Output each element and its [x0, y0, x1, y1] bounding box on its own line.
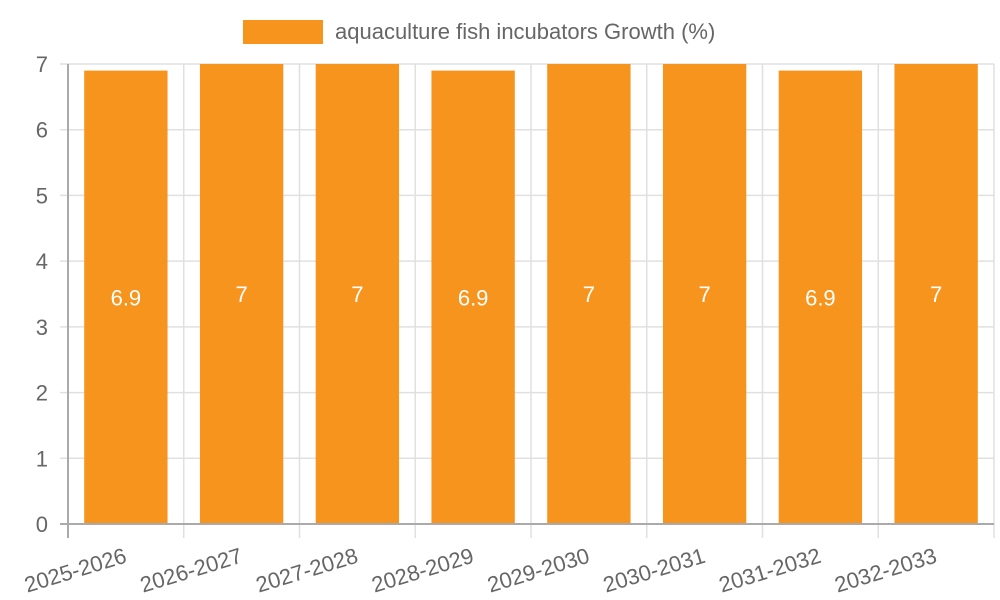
y-tick-label: 7 [36, 52, 48, 77]
y-tick-label: 3 [36, 315, 48, 340]
x-tick-label: 2032-2033 [832, 543, 940, 598]
bar[interactable] [315, 64, 400, 524]
y-tick-label: 0 [36, 512, 48, 537]
x-tick-label: 2026-2027 [137, 543, 245, 598]
bar[interactable] [778, 70, 863, 525]
bar[interactable] [431, 70, 515, 525]
bars [84, 64, 978, 525]
x-tick-label: 2027-2028 [253, 543, 361, 598]
x-tick-label: 2031-2032 [716, 543, 824, 598]
y-tick-label: 2 [36, 381, 48, 406]
bar-value-label: 6.9 [805, 285, 836, 310]
bar[interactable] [84, 70, 168, 525]
bar[interactable] [199, 64, 284, 524]
chart-legend[interactable]: aquaculture fish incubators Growth (%) [243, 19, 715, 45]
bar[interactable] [894, 64, 978, 524]
bar-value-label: 6.9 [458, 285, 489, 310]
y-tick-label: 1 [36, 446, 48, 471]
bar-value-label: 7 [583, 282, 595, 307]
y-tick-label: 4 [36, 249, 48, 274]
bar-value-label: 6.9 [111, 285, 142, 310]
legend-swatch [243, 20, 323, 44]
bar[interactable] [662, 64, 747, 524]
bar-value-label: 7 [236, 282, 248, 307]
legend-label: aquaculture fish incubators Growth (%) [335, 19, 716, 44]
bar-value-label: 7 [699, 282, 711, 307]
x-tick-label: 2029-2030 [484, 543, 592, 598]
x-tick-label: 2030-2031 [600, 543, 708, 598]
bar-value-label: 7 [351, 282, 363, 307]
x-tick-label: 2028-2029 [369, 543, 477, 598]
y-tick-label: 6 [36, 118, 48, 143]
axes [60, 64, 994, 538]
bar-value-label: 7 [930, 282, 942, 307]
bar[interactable] [547, 64, 631, 524]
x-tick-label: 2025-2026 [21, 543, 129, 598]
y-tick-label: 5 [36, 183, 48, 208]
